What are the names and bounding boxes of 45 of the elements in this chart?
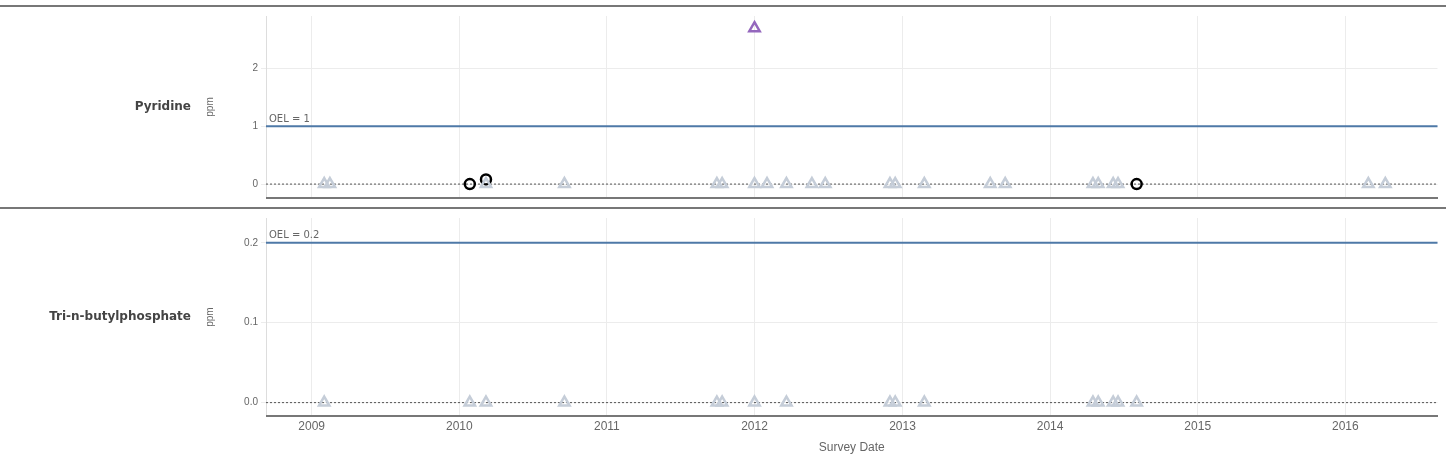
point [1378,176,1392,189]
point [1106,176,1120,189]
y-tick-label: 0 [252,177,259,189]
point [818,176,832,189]
y-axis-title: ppm [203,307,215,327]
point [715,176,729,189]
point [883,176,897,189]
x-tick-label: 2014 [1036,418,1064,433]
point [998,176,1012,189]
point [983,176,997,189]
y-axis-title: ppm [203,97,215,117]
point [780,176,793,189]
point [888,176,902,189]
x-tick-label: 2015 [1184,418,1212,433]
point [748,20,761,33]
point [557,176,571,189]
x-tick-label: 2013 [889,418,917,433]
x-tick-label: 2009 [298,418,326,433]
point [1130,177,1143,191]
point [1091,176,1105,189]
point [710,176,724,189]
ref-line-label: OEL = 0.2 [269,229,320,241]
y-tick-label: 0.2 [244,236,259,248]
point [917,176,931,189]
y-tick-label: 1 [252,119,259,131]
point [323,176,337,189]
point [317,176,331,189]
text: Tri-n-butylphosphate [49,309,191,324]
ref-line-label: OEL = 1 [269,112,310,124]
text: Pyridine [134,99,191,114]
x-tick-label: 2012 [741,418,769,433]
x-tick-label: 2016 [1331,418,1359,433]
point [760,176,774,189]
point [748,176,761,189]
point [805,176,819,189]
point [1361,176,1375,189]
x-tick-label: 2010 [445,418,473,433]
y-tick-label: 2 [252,61,259,73]
point [463,177,477,191]
point [1086,176,1100,189]
y-tick-label: 0.0 [244,396,259,408]
y-tick-label: 0.1 [244,316,259,328]
point [1111,176,1125,189]
x-axis-title: Survey Date [818,440,886,455]
x-tick-label: 2011 [593,418,621,433]
